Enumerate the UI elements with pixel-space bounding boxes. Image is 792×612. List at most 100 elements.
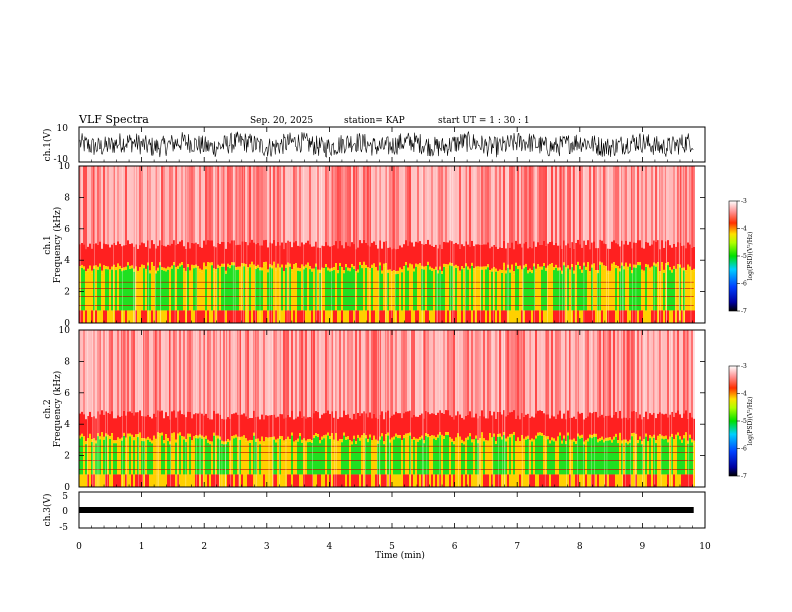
spec-column-upper xyxy=(167,166,169,245)
spec-column-low xyxy=(581,310,583,323)
spec-column-fringe xyxy=(155,438,157,442)
spec-column-low xyxy=(605,310,607,323)
spec-column-fringe xyxy=(235,434,237,438)
spec-column-low xyxy=(387,474,389,487)
spec-column-fringe xyxy=(99,263,101,267)
spec-column-upper xyxy=(313,330,315,414)
spec-column-fringe xyxy=(215,435,217,439)
spec-column-red xyxy=(229,418,231,441)
spec-column-fringe xyxy=(521,269,523,273)
spec-column-fringe xyxy=(97,266,99,270)
spec-column-red xyxy=(151,240,153,263)
spec-column-upper xyxy=(569,166,571,248)
spec-column-fringe xyxy=(643,270,645,274)
spec-column-upper xyxy=(221,166,223,242)
spec-column-low xyxy=(111,310,113,323)
spec-column-upper xyxy=(129,166,131,244)
spec-column-green xyxy=(409,435,411,475)
spec-column-fringe xyxy=(435,266,437,270)
colorbar-tick-label: -3 xyxy=(741,363,747,370)
spec-column-red xyxy=(471,417,473,440)
spec-column-green xyxy=(527,438,529,475)
spec-column-red xyxy=(615,243,617,266)
spec-column-upper xyxy=(87,330,89,417)
spec-column-upper xyxy=(451,166,453,242)
spec-column-low xyxy=(135,474,137,487)
spec-column-fringe xyxy=(273,436,275,440)
spec-column-red xyxy=(473,417,475,440)
spec-column-fringe xyxy=(603,439,605,443)
spec-column-upper xyxy=(173,166,175,241)
spec-column-upper xyxy=(157,166,159,246)
spec-column-fringe xyxy=(541,432,543,436)
spec-column-green xyxy=(219,268,221,311)
spec-column-low xyxy=(107,310,109,323)
spec-column-green xyxy=(661,438,663,475)
spec-column-fringe xyxy=(535,268,537,272)
spec-column-green xyxy=(207,442,209,475)
spec-column-green xyxy=(201,438,203,475)
spec-column-low xyxy=(563,474,565,487)
spec-column-low xyxy=(471,474,473,487)
spec-column-upper xyxy=(663,166,665,248)
spec-column-low xyxy=(345,310,347,323)
spec-column-red xyxy=(397,413,399,436)
spec-column-red xyxy=(173,410,175,433)
spec-column-red xyxy=(365,242,367,265)
spec-column-green xyxy=(83,269,85,311)
spec-column-red xyxy=(223,241,225,264)
spec-column-upper xyxy=(85,330,87,420)
spec-column-fringe xyxy=(545,267,547,271)
spec-column-low xyxy=(679,474,681,487)
spec-column-fringe xyxy=(493,433,495,437)
spec-column-green xyxy=(265,264,267,311)
spec-column-green xyxy=(105,436,107,475)
spec-column-red xyxy=(159,411,161,434)
spec-column-fringe xyxy=(171,433,173,437)
spec-column-green xyxy=(309,269,311,311)
spec-column-green xyxy=(283,274,285,311)
spec-column-green xyxy=(365,438,367,475)
spec-column-fringe xyxy=(407,267,409,271)
spec-column-low xyxy=(153,310,155,323)
spec-column-fringe xyxy=(655,263,657,267)
spec-column-fringe xyxy=(167,266,169,270)
spec-column-red xyxy=(645,411,647,434)
spec-column-low xyxy=(133,474,135,487)
spec-column-fringe xyxy=(625,439,627,443)
spec-column-low xyxy=(297,310,299,323)
spec-column-red xyxy=(497,412,499,434)
spec-column-fringe xyxy=(473,268,475,272)
spec-column-upper xyxy=(541,166,543,245)
spec-column-upper xyxy=(463,166,465,247)
spec-column-fringe xyxy=(243,435,245,439)
spec-column-fringe xyxy=(681,439,683,443)
spec-column-red xyxy=(637,418,639,441)
spec-column-low xyxy=(497,474,499,487)
spec-column-low xyxy=(461,474,463,487)
spec-column-red xyxy=(647,419,649,442)
spec-column-green xyxy=(469,436,471,475)
spec-column-red xyxy=(323,413,325,436)
spec-column-green xyxy=(661,265,663,311)
spec-column-green xyxy=(355,444,357,475)
spec-column-low xyxy=(665,474,667,487)
spec-column-upper xyxy=(565,330,567,420)
spec-column-low xyxy=(317,474,319,487)
spec-column-green xyxy=(691,272,693,311)
spec-column-fringe xyxy=(147,436,149,440)
spec-column-fringe xyxy=(505,438,507,442)
spec-column-green xyxy=(623,442,625,475)
spec-column-fringe xyxy=(167,438,169,442)
spec-column-red xyxy=(211,240,213,263)
spec-column-red xyxy=(153,413,155,436)
spec-column-fringe xyxy=(275,439,277,443)
spec-column-red xyxy=(109,247,111,270)
spec-column-red xyxy=(615,411,617,434)
spec-column-upper xyxy=(451,330,453,417)
spec-column-fringe xyxy=(647,441,649,445)
spec-column-red xyxy=(87,416,89,438)
spec-column-fringe xyxy=(377,270,379,274)
spec-column-low xyxy=(291,474,293,487)
spec-column-green xyxy=(651,439,653,475)
